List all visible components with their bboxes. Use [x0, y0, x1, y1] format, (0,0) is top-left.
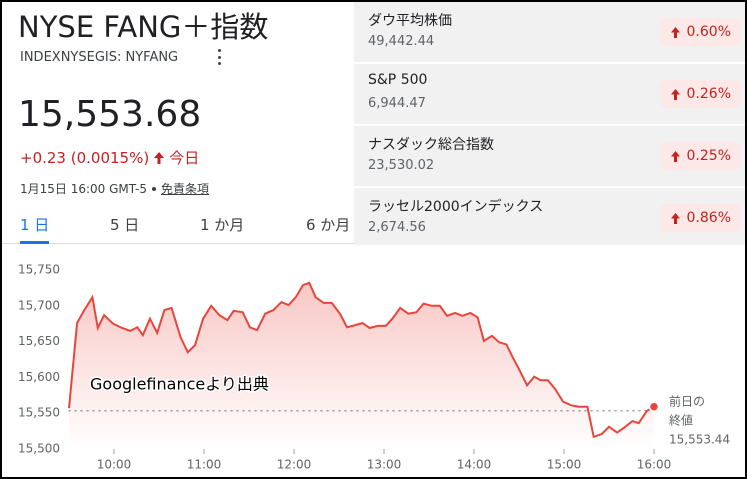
up-arrow [670, 26, 680, 38]
arrow-shape [670, 88, 680, 100]
x-tick-label: 11:00 [187, 458, 222, 472]
market-value: 2,674.56 [368, 220, 426, 235]
change-chip: 0.86% [659, 204, 741, 232]
menu-button[interactable] [216, 49, 222, 65]
change: +0.23 (0.0015%) [20, 148, 150, 167]
arrow-shape [670, 150, 680, 162]
price: 15,553.68 [18, 94, 202, 135]
end-point [648, 401, 660, 413]
x-tick-label: 10:00 [97, 458, 132, 472]
market-panel: ダウ平均株価 49,442.44 0.60% S&P 500 6,944.47 0.26%… [354, 2, 745, 250]
market-row[interactable]: ダウ平均株価 49,442.44 0.60% [354, 2, 745, 64]
x-tick-label: 14:00 [457, 458, 492, 472]
change-value: 0.86% [686, 210, 731, 226]
watermark: Googlefinanceより出典 [90, 375, 269, 394]
price-line [68, 281, 655, 439]
title: NYSE FANG＋指数 [18, 10, 269, 44]
y-tick-label: 15,550 [18, 406, 60, 420]
previous-close-label: 前日の [669, 394, 705, 409]
up-arrow [670, 212, 680, 224]
previous-close-label: 終値 [669, 413, 693, 428]
market-value: 6,944.47 [368, 96, 426, 111]
area [69, 282, 654, 449]
y-tick-label: 15,650 [18, 334, 60, 348]
y-tick-label: 15,700 [18, 298, 60, 312]
y-tick-label: 15,500 [18, 442, 60, 456]
date-row: 1月15日 16:00 GMT-5 免責条項 [20, 180, 209, 197]
market-name: ダウ平均株価 [368, 13, 452, 29]
tabs: 1 日 5 日 1 か月 6 か月 [2, 214, 354, 244]
separator [151, 186, 156, 191]
market-value: 23,530.02 [368, 158, 435, 173]
up-arrow [670, 150, 680, 162]
market-row[interactable]: ナスダック総合指数 23,530.02 0.25% [354, 126, 745, 188]
tab[interactable]: 6 か月 [306, 216, 351, 234]
up-arrow [670, 88, 680, 100]
tab[interactable]: 1 か月 [200, 216, 245, 234]
market-name: ナスダック総合指数 [368, 137, 494, 153]
market-value: 49,442.44 [368, 34, 435, 49]
x-tick-label: 15:00 [547, 458, 582, 472]
previous-close-value: 15,553.44 [669, 433, 730, 447]
x-tick-label: 13:00 [367, 458, 402, 472]
change-value: 0.60% [686, 24, 731, 40]
x-tick-label: 16:00 [637, 458, 672, 472]
x-tick-label: 12:00 [277, 458, 312, 472]
timestamp: 1月15日 16:00 GMT-5 [20, 182, 147, 196]
change-chip: 0.25% [659, 142, 741, 170]
up-arrow [154, 151, 165, 164]
tab[interactable]: 5 日 [110, 216, 140, 234]
ticker: INDEXNYSEGIS: NYFANG [20, 50, 179, 65]
arrow-shape [670, 26, 680, 38]
change-chip: 0.60% [659, 18, 741, 46]
market-row[interactable]: ラッセル2000インデックス 2,674.56 0.86% [354, 188, 745, 250]
market-row[interactable]: S&P 500 6,944.47 0.26% [354, 64, 745, 126]
change-row: +0.23 (0.0015%) 今日 [20, 147, 199, 168]
disclaimer-link[interactable]: 免責条項 [160, 182, 209, 196]
change-value: 0.26% [686, 86, 731, 102]
market-name: ラッセル2000インデックス [368, 199, 544, 215]
y-tick-label: 15,600 [18, 370, 60, 384]
arrow-shape [670, 212, 680, 224]
change-value: 0.25% [686, 148, 731, 164]
y-tick-label: 15,750 [18, 263, 60, 277]
change-chip: 0.26% [659, 80, 741, 108]
tab[interactable]: 1 日 [20, 214, 50, 244]
market-name: S&P 500 [368, 72, 428, 88]
change-period: 今日 [169, 149, 200, 167]
